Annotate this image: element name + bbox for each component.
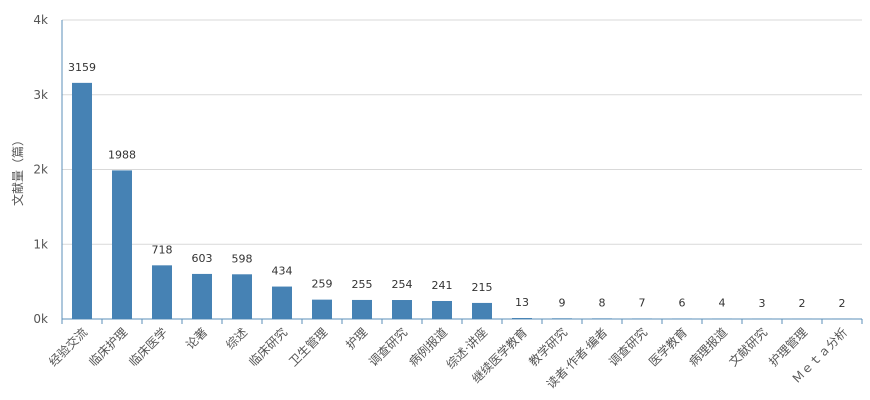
bar-layer (72, 82, 852, 320)
y-tick-label: 3k (33, 88, 48, 102)
data-label: 7 (639, 296, 646, 309)
data-label: 603 (192, 252, 213, 265)
data-label: 13 (515, 296, 529, 309)
data-label: 2 (839, 297, 846, 310)
bar (72, 82, 92, 320)
x-tick-label: 调查研究 (366, 325, 411, 370)
bar (192, 273, 212, 319)
data-label: 241 (432, 279, 453, 292)
x-tick-label: 论著 (183, 325, 210, 352)
x-tick-label: 临床医学 (126, 325, 171, 370)
x-tick-label: 临床护理 (86, 325, 130, 369)
data-label: 215 (472, 281, 493, 294)
x-tick-label: 文献研究 (726, 325, 771, 370)
data-label: 6 (679, 297, 686, 310)
x-tick-label: 调查研究 (606, 325, 651, 370)
x-tick-label: 卫生管理 (286, 325, 331, 370)
y-tick-label: 2k (33, 163, 48, 177)
data-label: 255 (352, 278, 373, 291)
bar (272, 286, 292, 319)
bar (432, 300, 452, 319)
data-label: 8 (599, 296, 606, 309)
data-label: 9 (559, 296, 566, 309)
data-label: 3 (759, 297, 766, 310)
y-tick-label: 0k (33, 312, 48, 326)
x-tick-label: 临床研究 (246, 325, 291, 370)
data-label: 434 (272, 265, 293, 278)
bar (312, 299, 332, 319)
x-tick-label: 综述 (223, 325, 250, 352)
y-axis-title: 文献量（篇） (10, 134, 25, 206)
grid-layer (62, 19, 862, 245)
data-label: 598 (232, 252, 253, 265)
bar (232, 274, 252, 319)
y-tick-label: 1k (33, 237, 48, 251)
label-layer: 3159 经验交流 1988 临床护理 718 临床医学 603 论著 598 综述 434 临床研究… (46, 61, 851, 392)
bar (512, 318, 532, 319)
data-label: 718 (152, 243, 173, 256)
x-tick-label: 病理报道 (686, 325, 731, 370)
x-tick-label: 经验交流 (46, 325, 91, 370)
bar (552, 318, 572, 319)
bar (592, 318, 612, 319)
bar (352, 299, 372, 319)
y-tick-label: 4k (33, 13, 48, 27)
x-tick-label: 医学教育 (646, 325, 691, 370)
bar (392, 300, 412, 319)
bar (472, 302, 492, 319)
data-label: 259 (312, 278, 333, 291)
bar (152, 265, 172, 319)
data-label: 2 (799, 297, 806, 310)
data-label: 254 (392, 278, 413, 291)
data-label: 1988 (108, 148, 136, 161)
data-label: 4 (719, 297, 726, 310)
data-label: 3159 (68, 61, 96, 74)
x-tick-label: 护理 (343, 325, 370, 352)
bar (632, 318, 652, 319)
bar (112, 170, 132, 319)
